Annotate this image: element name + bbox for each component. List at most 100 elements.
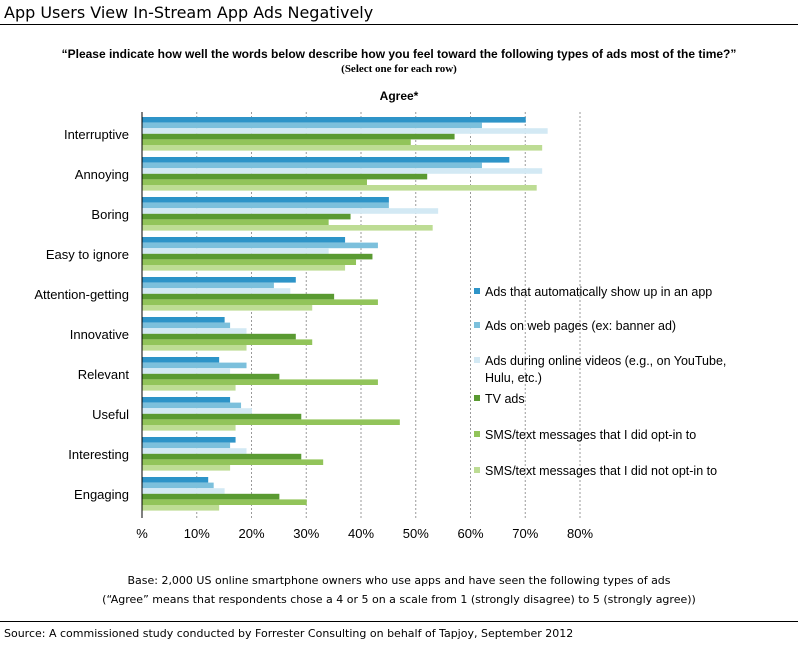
bar (142, 425, 236, 431)
x-tick-label: 70% (512, 526, 538, 541)
bar (142, 362, 247, 369)
bar (142, 448, 247, 454)
bar (142, 213, 351, 220)
source-divider (0, 621, 798, 622)
legend-label: Hulu, etc.) (485, 371, 542, 385)
bar (142, 357, 220, 363)
category-label: Innovative (70, 327, 129, 342)
base-note: Base: 2,000 US online smartphone owners … (127, 574, 671, 587)
agree-note: (“Agree” means that respondents chose a … (102, 593, 696, 606)
bar (142, 179, 367, 185)
x-tick-label: 80% (567, 526, 593, 541)
bar (142, 293, 335, 300)
category-label: Relevant (78, 367, 130, 382)
bar (142, 282, 274, 289)
bar (142, 368, 231, 374)
bar (142, 465, 231, 471)
bar (142, 242, 378, 249)
legend-swatch (474, 431, 480, 437)
survey-instruction: (Select one for each row) (341, 63, 457, 75)
bar (142, 453, 302, 460)
bar (142, 202, 389, 209)
bar (142, 197, 389, 203)
x-tick-label: 10% (184, 526, 210, 541)
bar (142, 322, 231, 329)
x-tick-label: 60% (457, 526, 483, 541)
legend-label: TV ads (485, 392, 525, 406)
bar (142, 219, 329, 225)
bar (142, 397, 231, 403)
bar (142, 157, 510, 163)
bar (142, 419, 400, 425)
legend-label: Ads during online videos (e.g., on YouTu… (485, 354, 726, 368)
chart-subtitle: Agree* (379, 89, 419, 103)
bar (142, 299, 378, 305)
bar (142, 253, 373, 260)
category-label: Interruptive (64, 127, 129, 142)
bar (142, 133, 455, 140)
bar (142, 237, 346, 243)
bar (142, 493, 280, 500)
category-label: Boring (91, 207, 129, 222)
bar (142, 379, 378, 385)
legend-label: Ads that automatically show up in an app (485, 285, 712, 299)
bar (142, 259, 357, 265)
legend-swatch (474, 467, 480, 473)
bar (142, 345, 247, 351)
category-label: Easy to ignore (46, 247, 129, 262)
bar (142, 373, 280, 380)
bar (142, 305, 313, 311)
source-note: Source: A commissioned study conducted b… (4, 627, 574, 640)
bar (142, 128, 548, 134)
legend-swatch (474, 395, 480, 401)
bar (142, 437, 236, 443)
legend-label: SMS/text messages that I did opt-in to (485, 428, 696, 442)
legend-swatch (474, 357, 480, 363)
bar (142, 333, 296, 340)
bar (142, 402, 242, 409)
bar (142, 225, 433, 231)
bar-chart: % 10% 20% 30% 40% 50% 60% 70% 80% Interruptive Ann… (34, 112, 726, 541)
x-tick-label: 50% (403, 526, 429, 541)
category-label: Attention-getting (34, 287, 129, 302)
category-label: Useful (92, 407, 129, 422)
bar (142, 317, 225, 323)
bar (142, 117, 526, 123)
bar (142, 459, 324, 465)
bar (142, 328, 247, 334)
bar (142, 482, 214, 489)
bar (142, 208, 439, 214)
category-label: Engaging (74, 487, 129, 502)
bar (142, 499, 307, 505)
legend-swatch (474, 288, 480, 294)
legend-swatch (474, 322, 480, 328)
legend-label: SMS/text messages that I did not opt-in … (485, 464, 717, 478)
bar (142, 145, 543, 151)
bar (142, 265, 346, 271)
bar (142, 442, 231, 449)
bar (142, 173, 428, 180)
category-label: Annoying (75, 167, 129, 182)
bar (142, 162, 482, 169)
page-title: App Users View In-Stream App Ads Negativ… (4, 3, 374, 22)
bar (142, 505, 220, 511)
bar (142, 339, 313, 345)
bar (142, 122, 482, 129)
x-tick-label: % (136, 526, 148, 541)
legend-label: Ads on web pages (ex: banner ad) (485, 319, 676, 333)
title-divider (0, 24, 798, 25)
bar (142, 277, 296, 283)
bar (142, 488, 225, 494)
bar (142, 408, 252, 414)
category-label: Interesting (68, 447, 129, 462)
survey-question: “Please indicate how well the words belo… (61, 47, 737, 61)
bar (142, 385, 236, 391)
x-tick-label: 20% (238, 526, 264, 541)
bar (142, 288, 291, 294)
bar (142, 168, 543, 174)
bar (142, 139, 411, 145)
x-tick-label: 30% (293, 526, 319, 541)
bar (142, 413, 302, 420)
bar (142, 248, 329, 254)
bar (142, 477, 209, 483)
